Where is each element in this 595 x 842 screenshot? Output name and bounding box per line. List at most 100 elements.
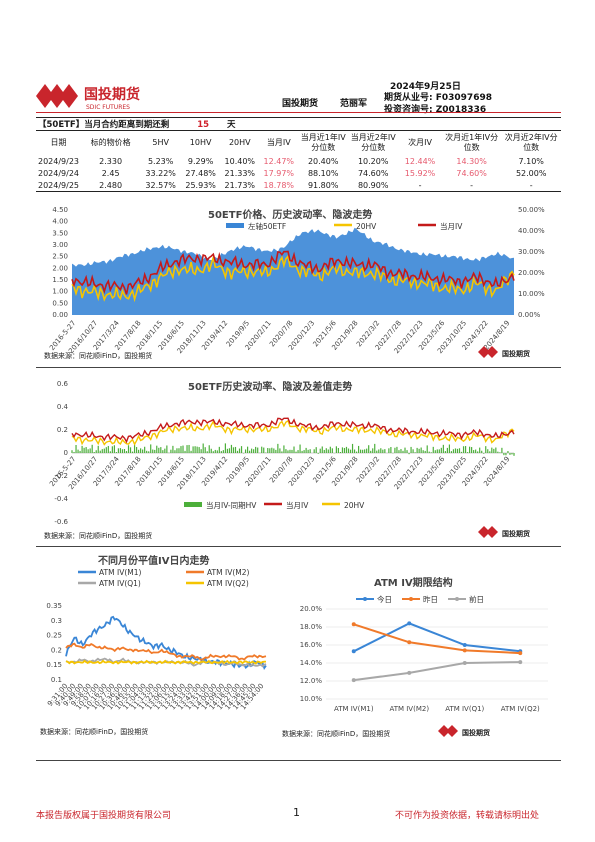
y-tick-label: 18.0% (300, 623, 323, 631)
cell: 2.45 (101, 168, 120, 178)
y-tick-label: 0.2 (51, 646, 62, 654)
y-tick-label: 0.6 (57, 380, 69, 388)
x-tick-label: ATM IV(Q1) (445, 705, 484, 713)
legend-label: ATM IV(Q1) (99, 579, 141, 588)
cell: 5.23% (147, 156, 174, 166)
legend-label: 昨日 (423, 594, 438, 604)
cell: 10.20% (357, 156, 389, 166)
series-line-20hv (71, 419, 515, 446)
col-header: 10HV (189, 138, 212, 147)
cell: 21.33% (224, 168, 256, 178)
chart-hv-iv-diff: 50ETF历史波动率、隐波及差值走势 0.6 0.4 0.2 0 -0.2 -0.4 -0.… (44, 380, 530, 540)
chart-intraday-iv: 不同月份平值IV日内走势 ATM IV(M1) ATM IV(M2) ATM I… (40, 554, 267, 736)
y-tick-label: 0.2 (57, 426, 68, 434)
x-tick-label: ATM IV(M1) (334, 705, 374, 713)
series-line-iv (71, 250, 515, 295)
y-tick-label: -0.6 (54, 518, 68, 526)
footer-disclaimer: 不可作为投资依据，转载请标明出处 (395, 811, 540, 821)
cell: 15.92% (404, 168, 436, 178)
data-point (351, 622, 356, 627)
series-line-20hv (71, 254, 515, 303)
legend-label: 当月IV (286, 500, 309, 510)
cell: 27.48% (185, 168, 216, 178)
series-line-m1 (65, 615, 267, 670)
cell: 14.30% (456, 156, 487, 166)
cell: 20.40% (307, 156, 339, 166)
banner-days: 15 (197, 120, 210, 130)
legend-label: 当月IV (440, 221, 463, 231)
banner-unit: 天 (226, 120, 236, 130)
legend-label: 左轴50ETF (248, 221, 286, 231)
data-point (407, 670, 412, 675)
cell: 2024/9/23 (38, 156, 80, 166)
chart-title: 50ETF价格、历史波动率、隐波走势 (208, 208, 372, 221)
data-point (407, 621, 412, 626)
watermark-logo-icon (478, 526, 498, 538)
y-tick-label: 0.4 (57, 403, 69, 411)
y-tick-label: 14.0% (300, 659, 323, 667)
legend-label: ATM IV(M1) (99, 568, 141, 577)
table-header-row: 日期 标的物价格 5HV 10HV 20HV 当月IV 当月近1年IV分位数 当… (36, 131, 561, 156)
source-note: 数据来源：同花顺iFinD，国投期货 (44, 531, 152, 540)
col-header: 日期 (50, 138, 67, 147)
col-header: 标的物价格 (90, 138, 131, 147)
logo-cn: 国投期货 (84, 86, 140, 103)
cell: - (529, 180, 533, 190)
series-line-q2 (65, 659, 267, 665)
legend-label: 20HV (344, 501, 365, 510)
col-header: 次月IV (408, 138, 432, 147)
cell: 80.90% (357, 180, 389, 190)
chart-term-structure: ATM IV期限结构 今日 昨日 前日 20.0% 18.0% 16.0% 14.0%… (282, 576, 548, 738)
y-tick-label: 0.35 (46, 602, 62, 610)
y-tick-label: 0.3 (51, 617, 62, 625)
legend: 当月IV-同期HV 当月IV 20HV (184, 500, 365, 510)
legend-label: 20HV (356, 222, 377, 231)
y-tick-label: 20.00% (518, 269, 545, 277)
logo-en: SDIC FUTURES (86, 104, 130, 111)
cell: 2024/9/25 (38, 180, 80, 190)
chart-price-hv-iv: 50ETF价格、历史波动率、隐波走势 0.00 0.50 1.00 1.50 2.00 2… (44, 206, 545, 360)
watermark-text: 国投期货 (462, 728, 490, 737)
cell: 9.29% (187, 156, 214, 166)
series-line (353, 622, 521, 653)
cell: 12.47% (263, 156, 295, 166)
cell: 91.80% (307, 180, 339, 190)
watermark-text: 国投期货 (502, 349, 530, 358)
data-point (518, 660, 523, 665)
y-tick-label: 0.1 (51, 676, 62, 684)
license-2: 投资咨询号: Z0018336 (384, 105, 487, 115)
y-tick-label: 1.50 (52, 276, 68, 284)
y-tick-label: -0.4 (54, 495, 68, 503)
legend-label: ATM IV(Q2) (207, 579, 249, 588)
col-header: 当月近1年IV分位数 (300, 133, 346, 152)
y-tick-label: 2.50 (52, 253, 68, 261)
y-tick-label: 1.00 (52, 288, 68, 296)
y-tick-label: 20.0% (300, 605, 323, 613)
y-tick-label: 10.00% (518, 290, 545, 298)
col-header: 当月近2年IV分位数 (350, 133, 396, 152)
x-tick-label: ATM IV(M2) (389, 705, 429, 713)
cell: 12.44% (404, 156, 436, 166)
cell: 2.480 (99, 180, 123, 190)
report-date: 2024年9月25日 (390, 82, 461, 92)
banner-row: 【50ETF】当月合约距离到期还剩 15 天 (36, 117, 561, 131)
cell: 21.73% (224, 180, 256, 190)
legend-label: 当月IV-同期HV (206, 500, 257, 510)
cell: 88.10% (307, 168, 339, 178)
legend-swatch (184, 502, 202, 507)
header-divider (36, 112, 561, 113)
chart-title: ATM IV期限结构 (374, 576, 453, 589)
y-tick-label: 3.50 (52, 229, 68, 237)
cell: 33.22% (145, 168, 176, 178)
series-line-m2 (65, 642, 267, 661)
data-point (462, 643, 467, 647)
footer-copyright: 本报告版权属于国投期货有限公司 (36, 811, 172, 821)
cell: 25.93% (185, 180, 216, 190)
table-row: 2024/9/24 2.45 33.22% 27.48% 21.33% 17.9… (36, 167, 561, 179)
y-tick-label: 0.00% (518, 311, 541, 319)
divider (36, 546, 561, 547)
legend-swatch (226, 223, 244, 228)
y-tick-label: 0.15 (46, 661, 62, 669)
series-area-etf (72, 227, 514, 315)
cell: 2024/9/24 (38, 168, 80, 178)
